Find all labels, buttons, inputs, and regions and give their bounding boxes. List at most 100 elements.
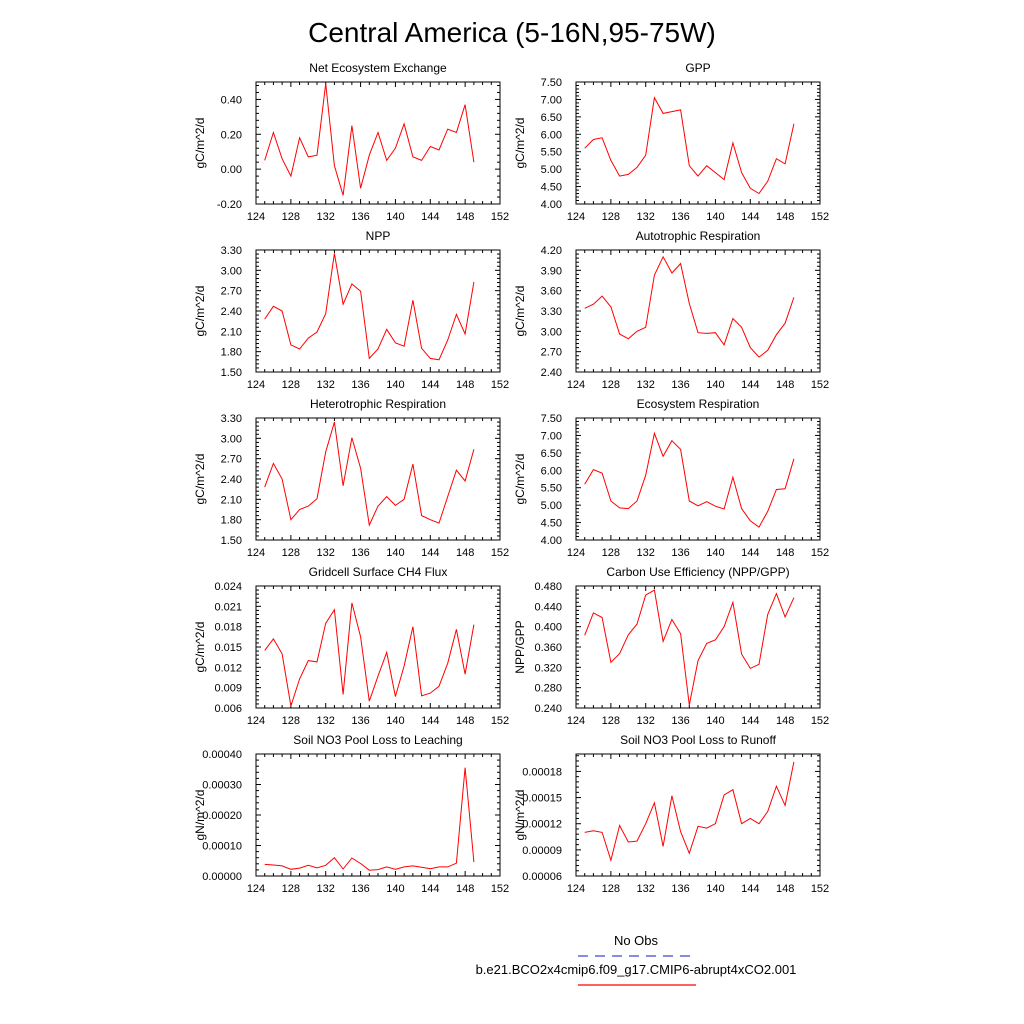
y-tick-label: 1.80	[221, 515, 242, 527]
chart-title: Soil NO3 Pool Loss to Leaching	[293, 733, 462, 747]
x-tick-label: 132	[317, 211, 335, 223]
series-line-1	[584, 761, 795, 863]
x-tick-label: 128	[602, 379, 620, 391]
chart-panel-9: Soil NO3 Pool Loss to Leaching gN/m^2/d 12…	[193, 733, 509, 895]
x-tick-label: 144	[741, 379, 759, 391]
y-tick-label: 4.50	[541, 182, 562, 194]
x-tick-label: 124	[567, 715, 585, 727]
x-tick-label: 148	[456, 379, 474, 391]
chart-panel-8: Carbon Use Efficiency (NPP/GPP) NPP/GPP 12…	[513, 565, 829, 727]
chart-title: Gridcell Surface CH4 Flux	[309, 565, 448, 579]
y-tick-label: -0.20	[217, 199, 242, 211]
chart-panel-6: Ecosystem Respiration gC/m^2/d 124 128 132 13…	[513, 397, 829, 559]
x-tick-label: 152	[811, 379, 829, 391]
series-line-1	[584, 255, 795, 358]
chart-panels: Net Ecosystem Exchange gC/m^2/d 124 128 132 1…	[193, 61, 829, 895]
chart-panel-2: GPP gC/m^2/d 124 128 132 136 140 144 148 152 4.00 4…	[513, 61, 829, 223]
chart-panel-7: Gridcell Surface CH4 Flux gC/m^2/d 124 128 1…	[193, 565, 509, 727]
x-tick-label: 144	[421, 883, 439, 895]
y-tick-label: 0.009	[214, 683, 242, 695]
x-tick-label: 152	[811, 547, 829, 559]
x-tick-label: 144	[741, 883, 759, 895]
y-tick-label: 3.00	[221, 265, 242, 277]
y-tick-label: 2.40	[221, 306, 242, 318]
x-tick-label: 144	[741, 211, 759, 223]
x-tick-label: 132	[637, 883, 655, 895]
y-tick-label: 2.40	[541, 367, 562, 379]
y-tick-label: 2.70	[221, 454, 242, 466]
y-tick-label: 0.021	[214, 601, 242, 613]
y-tick-label: 0.024	[214, 581, 242, 593]
y-tick-label: 4.50	[541, 518, 562, 530]
y-tick-label: 0.00010	[202, 841, 242, 853]
plot-frame	[575, 753, 821, 877]
x-tick-label: 136	[671, 883, 689, 895]
x-tick-label: 140	[706, 715, 724, 727]
y-tick-label: 6.00	[541, 465, 562, 477]
y-tick-label: 0.440	[534, 601, 562, 613]
x-tick-label: 128	[282, 883, 300, 895]
series-line-1	[584, 96, 795, 195]
y-tick-label: 0.400	[534, 622, 562, 634]
y-tick-label: 1.80	[221, 347, 242, 359]
y-tick-label: 2.40	[221, 474, 242, 486]
x-tick-label: 132	[317, 715, 335, 727]
legend: No Obs b.e21.BCO2x4cmip6.f09_g17.CMIP6-a…	[476, 933, 796, 986]
plot-frame	[255, 249, 501, 373]
y-axis-label: gC/m^2/d	[513, 454, 527, 505]
y-tick-label: 7.50	[541, 413, 562, 425]
x-tick-label: 140	[386, 883, 404, 895]
x-tick-label: 124	[247, 547, 265, 559]
y-tick-label: 3.30	[221, 413, 242, 425]
y-tick-label: 3.90	[541, 265, 562, 277]
x-tick-label: 144	[741, 715, 759, 727]
legend-obs-label: No Obs	[614, 933, 659, 948]
x-tick-label: 128	[282, 547, 300, 559]
x-tick-label: 132	[317, 379, 335, 391]
y-tick-label: 3.60	[541, 286, 562, 298]
y-tick-label: 0.015	[214, 642, 242, 654]
x-tick-label: 128	[602, 211, 620, 223]
y-tick-label: 6.00	[541, 129, 562, 141]
series-line-1	[264, 83, 475, 196]
y-tick-label: 0.20	[221, 129, 242, 141]
x-tick-label: 140	[706, 883, 724, 895]
x-tick-label: 140	[706, 211, 724, 223]
y-tick-label: 4.00	[541, 199, 562, 211]
x-tick-label: 140	[386, 211, 404, 223]
series-line-1	[264, 421, 475, 527]
y-tick-label: 0.320	[534, 662, 562, 674]
x-tick-label: 128	[602, 715, 620, 727]
x-tick-label: 152	[491, 715, 509, 727]
x-tick-label: 152	[811, 715, 829, 727]
y-tick-label: 5.00	[541, 500, 562, 512]
x-tick-label: 144	[421, 379, 439, 391]
chart-panel-5: Heterotrophic Respiration gC/m^2/d 124 128 1…	[193, 397, 509, 559]
y-tick-label: 0.00040	[202, 749, 242, 761]
y-tick-label: 3.00	[541, 326, 562, 338]
chart-title: GPP	[685, 61, 710, 75]
y-axis-label: gN/m^2/d	[193, 790, 207, 841]
x-tick-label: 124	[247, 211, 265, 223]
series-line-1	[264, 602, 475, 707]
x-tick-label: 148	[776, 715, 794, 727]
x-tick-label: 124	[247, 379, 265, 391]
y-tick-label: 0.00020	[202, 810, 242, 822]
y-tick-label: 0.00012	[522, 819, 562, 831]
series-line-1	[584, 431, 795, 528]
y-tick-label: 0.360	[534, 642, 562, 654]
chart-title: Autotrophic Respiration	[636, 229, 761, 243]
y-tick-label: 3.30	[221, 245, 242, 257]
y-tick-label: 0.00015	[522, 793, 562, 805]
chart-panel-3: NPP gC/m^2/d 124 128 132 136 140 144 148 152 1.50 1…	[193, 229, 509, 391]
y-tick-label: 0.012	[214, 662, 242, 674]
y-axis-label: gC/m^2/d	[193, 286, 207, 337]
x-tick-label: 144	[421, 547, 439, 559]
y-tick-label: 2.70	[221, 286, 242, 298]
x-tick-label: 144	[421, 715, 439, 727]
x-tick-label: 140	[386, 547, 404, 559]
y-tick-label: 0.00009	[522, 845, 562, 857]
y-tick-label: 2.10	[221, 326, 242, 338]
x-tick-label: 140	[386, 379, 404, 391]
x-tick-label: 136	[671, 211, 689, 223]
